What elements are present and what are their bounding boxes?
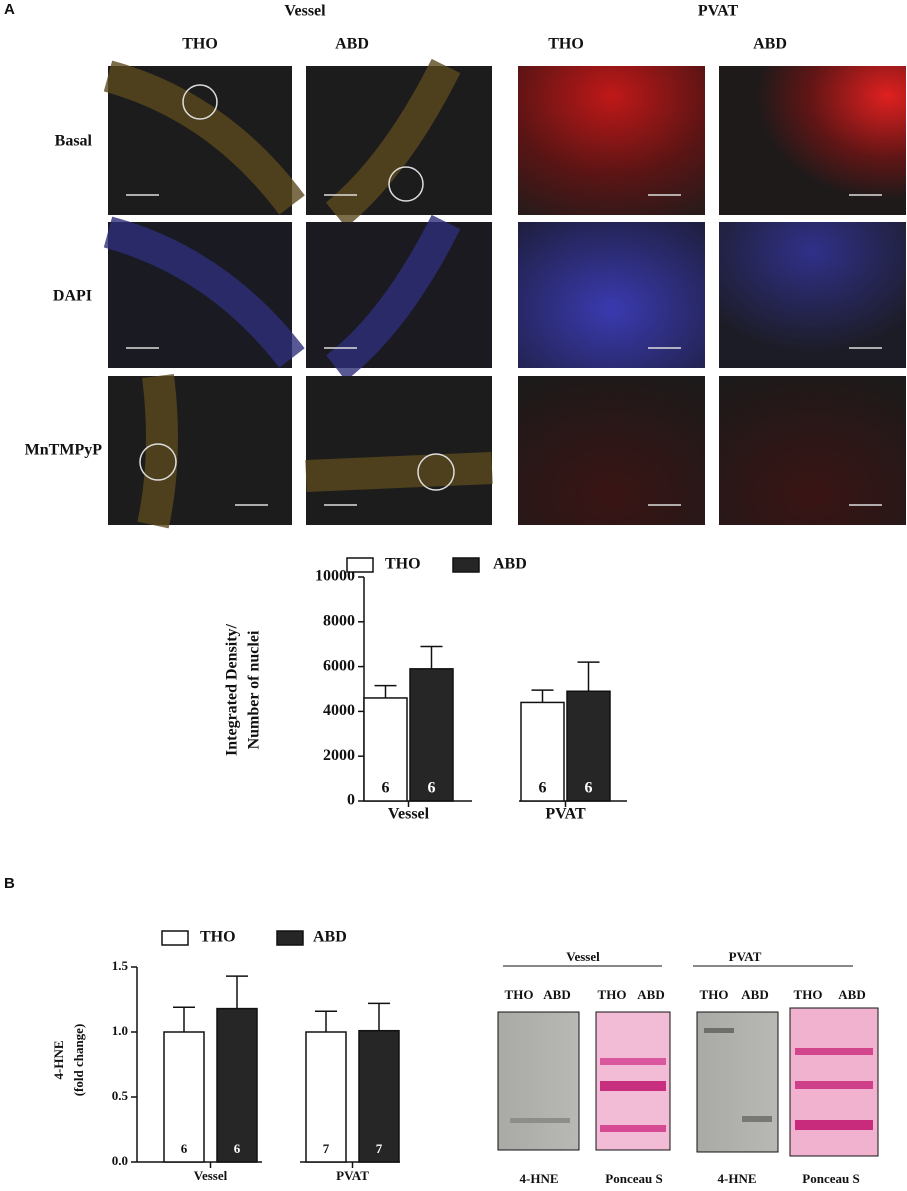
bar [520, 701, 565, 802]
micrograph [518, 376, 705, 525]
blot-image [497, 1011, 580, 1151]
lane-label: ABD [543, 987, 570, 1002]
bar [163, 1031, 205, 1163]
y-tick-label: 2000 [323, 747, 355, 764]
micrograph [518, 66, 705, 215]
group-label: PVAT [698, 3, 739, 20]
blot-band [510, 1118, 570, 1123]
row-label: MnTMPyP [25, 442, 103, 459]
sample-size: 6 [234, 1141, 241, 1156]
row-label: DAPI [53, 288, 92, 305]
stain-label: Ponceau S [802, 1171, 859, 1186]
x-tick-label: Vessel [388, 806, 430, 823]
legend-swatch [452, 557, 480, 573]
column-label: ABD [753, 36, 787, 53]
y-axis-label: (fold change) [71, 1024, 86, 1097]
micrograph [306, 376, 492, 525]
x-tick-label: PVAT [336, 1168, 369, 1183]
y-tick-label: 1.0 [112, 1023, 128, 1038]
y-tick-label: 1.5 [112, 958, 129, 973]
vessel-wall [103, 216, 305, 368]
roi-circle [388, 166, 424, 202]
y-tick-label: 0 [347, 792, 355, 809]
vessel-wall [103, 60, 305, 215]
legend-label: THO [200, 929, 236, 946]
stain-label: Ponceau S [605, 1171, 662, 1186]
micrograph [719, 222, 906, 368]
lane-label: THO [794, 987, 823, 1002]
vessel-wall [325, 58, 461, 228]
stain-label: 4-HNE [520, 1171, 559, 1186]
vessel-wall [305, 452, 493, 492]
y-tick-label: 0.5 [112, 1088, 129, 1103]
sample-size: 7 [323, 1141, 330, 1156]
row-label: Basal [55, 133, 93, 150]
y-tick-label: 0.0 [112, 1153, 128, 1168]
blot-band [795, 1081, 873, 1089]
blot-band [704, 1028, 734, 1033]
column-label: THO [182, 36, 218, 53]
sample-size: 6 [539, 780, 547, 797]
micrograph [108, 376, 292, 525]
blot-band [600, 1125, 666, 1132]
legend-label: THO [385, 556, 421, 573]
sample-size: 7 [376, 1141, 383, 1156]
panel-label: A [4, 1, 15, 18]
bar [216, 1007, 258, 1163]
column-label: THO [548, 36, 584, 53]
lane-label: THO [700, 987, 729, 1002]
x-tick-label: PVAT [545, 806, 586, 823]
blot-image [696, 1011, 779, 1153]
y-axis-label: 4-HNE [51, 1041, 66, 1080]
legend-swatch [276, 930, 304, 946]
blot-band [795, 1120, 873, 1130]
y-tick-label: 6000 [323, 657, 355, 674]
sample-size: 6 [428, 780, 436, 797]
micrograph [719, 376, 906, 525]
bar [358, 1029, 400, 1163]
panel-label: B [4, 875, 15, 892]
lane-label: ABD [637, 987, 664, 1002]
blot-band [742, 1116, 772, 1122]
sample-size: 6 [181, 1141, 188, 1156]
y-axis-label: Integrated Density/ [224, 623, 241, 756]
sample-size: 6 [585, 780, 593, 797]
legend-label: ABD [493, 556, 527, 573]
roi-circle [417, 453, 455, 491]
y-axis-label: Number of nuclei [246, 630, 263, 749]
micrographs [103, 58, 906, 529]
legend-swatch [161, 930, 189, 946]
blot-band [795, 1048, 873, 1055]
x-tick-label: Vessel [194, 1168, 228, 1183]
group-label: Vessel [284, 3, 326, 20]
y-tick-label: 4000 [323, 702, 355, 719]
micrograph [518, 222, 705, 368]
column-label: ABD [335, 36, 369, 53]
micrograph [719, 66, 906, 215]
bar [305, 1031, 347, 1163]
y-tick-label: 8000 [323, 612, 355, 629]
vessel-wall [137, 374, 178, 529]
bar [566, 690, 611, 802]
sample-size: 6 [382, 780, 390, 797]
lane-label: ABD [838, 987, 865, 1002]
lane-label: ABD [741, 987, 768, 1002]
lane-label: THO [598, 987, 627, 1002]
blot-title: Vessel [566, 949, 600, 964]
legend-label: ABD [313, 929, 347, 946]
stain-label: 4-HNE [718, 1171, 757, 1186]
legend-swatch [346, 557, 374, 573]
vessel-wall [326, 214, 461, 381]
roi-circle [182, 84, 218, 120]
roi-circle [139, 443, 177, 481]
y-tick-label: 10000 [315, 568, 355, 585]
blot-title: PVAT [729, 949, 762, 964]
bar [409, 668, 454, 802]
blot-band [600, 1058, 666, 1065]
lane-label: THO [505, 987, 534, 1002]
blot-band [600, 1081, 666, 1091]
blots: Vessel THO ABD THO ABD 4-HNE Ponceau S P… [497, 949, 879, 1186]
bar [363, 697, 408, 802]
